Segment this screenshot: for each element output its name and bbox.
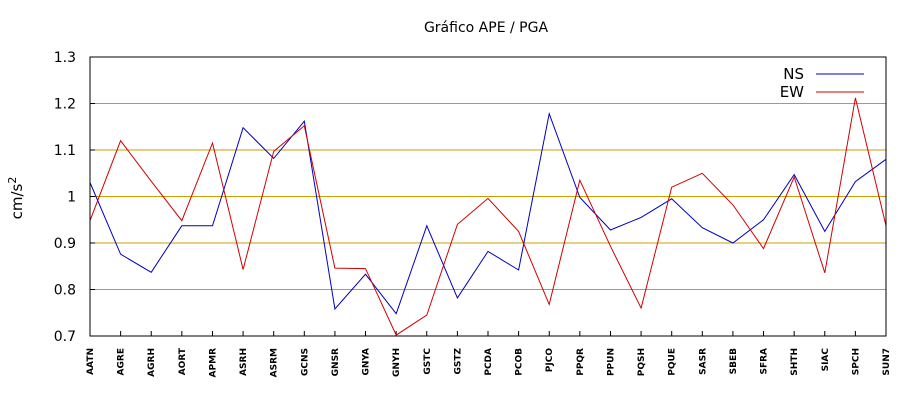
legend-label-ew: EW bbox=[780, 83, 804, 101]
y-axis-label: cm/s2 bbox=[6, 177, 26, 220]
x-tick-label: AGRH bbox=[147, 348, 157, 377]
x-tick-label: AATN bbox=[86, 348, 96, 375]
x-tick-label: PCOB bbox=[515, 348, 525, 376]
chart-title: Gráfico APE / PGA bbox=[424, 20, 548, 36]
x-tick-label: GCNS bbox=[300, 348, 310, 376]
x-tick-label: SIAC bbox=[821, 348, 831, 372]
x-tick-label: SHTH bbox=[790, 348, 800, 376]
legend-label-ns: NS bbox=[783, 65, 804, 83]
x-tick-label: ASRH bbox=[239, 348, 249, 376]
y-tick-label: 0.9 bbox=[54, 236, 76, 252]
x-tick-label: GNYH bbox=[392, 348, 402, 377]
x-tick-label: GNYA bbox=[362, 348, 372, 376]
x-tick-label: SASR bbox=[698, 348, 708, 375]
y-axis-label-exponent: 2 bbox=[6, 177, 19, 184]
x-tick-label: SFRA bbox=[760, 348, 770, 375]
x-tick-label: ASRM bbox=[270, 348, 280, 377]
x-tick-label: PPUN bbox=[606, 348, 616, 376]
x-tick-label: GSTZ bbox=[453, 348, 463, 375]
x-tick-label: AGRE bbox=[117, 348, 127, 375]
series-lines bbox=[89, 97, 887, 336]
x-tick-label: GNSR bbox=[331, 348, 341, 376]
y-tick-label: 1.2 bbox=[54, 97, 76, 113]
series-line-ew bbox=[89, 97, 887, 336]
plot-area-frame bbox=[89, 56, 887, 337]
x-tick-label: AORT bbox=[178, 347, 188, 375]
x-tick-label: GSTC bbox=[423, 348, 433, 375]
x-tick-label: PCDA bbox=[484, 348, 494, 376]
x-tick-label: SPCH bbox=[851, 348, 861, 375]
y-tick-label: 1.1 bbox=[54, 143, 76, 159]
x-tick-label: PJCO bbox=[545, 348, 555, 373]
x-tick-label: APMR bbox=[208, 348, 218, 378]
y-tick-label: 1 bbox=[67, 190, 76, 206]
y-tick-label: 1.3 bbox=[54, 50, 76, 66]
series-line-ns bbox=[89, 111, 887, 315]
x-axis-ticks: AATN AGRE AGRH AORT APMR ASRH ASRM GCNS GNSR GNYA… bbox=[86, 331, 892, 377]
x-tick-label: PPQR bbox=[576, 348, 586, 376]
grid-lines bbox=[90, 103, 886, 290]
x-tick-label: SUN7 bbox=[882, 348, 892, 376]
y-axis-ticks: 0.7 0.8 0.9 1 1.1 1.2 1.3 bbox=[54, 50, 95, 345]
x-tick-label: PQUE bbox=[668, 348, 678, 376]
y-tick-label: 0.7 bbox=[54, 329, 76, 345]
x-tick-label: PQSH bbox=[637, 348, 647, 376]
y-tick-label: 0.8 bbox=[54, 283, 76, 299]
x-tick-label: SBEB bbox=[729, 348, 739, 374]
